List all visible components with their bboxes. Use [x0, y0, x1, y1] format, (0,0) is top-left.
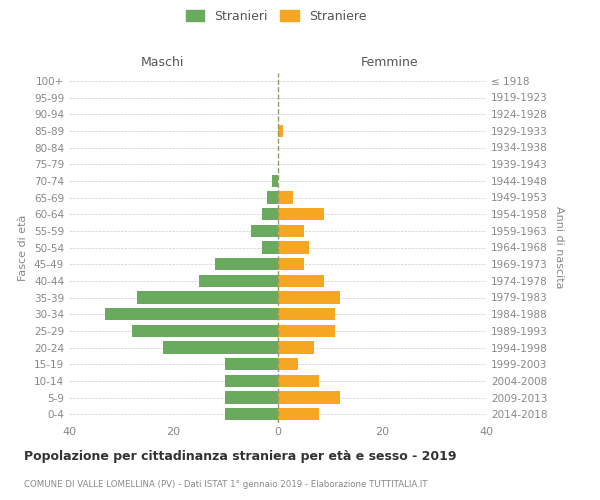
- Bar: [277, 308, 335, 320]
- Bar: [262, 208, 277, 220]
- Text: Maschi: Maschi: [140, 56, 184, 69]
- Bar: [277, 191, 293, 204]
- Bar: [277, 341, 314, 354]
- Bar: [272, 174, 277, 187]
- Bar: [226, 391, 277, 404]
- Bar: [226, 408, 277, 420]
- Bar: [163, 341, 277, 354]
- Bar: [277, 242, 309, 254]
- Bar: [277, 224, 304, 237]
- Bar: [106, 308, 277, 320]
- Bar: [215, 258, 277, 270]
- Bar: [251, 224, 277, 237]
- Text: COMUNE DI VALLE LOMELLINA (PV) - Dati ISTAT 1° gennaio 2019 - Elaborazione TUTTI: COMUNE DI VALLE LOMELLINA (PV) - Dati IS…: [24, 480, 427, 489]
- Y-axis label: Fasce di età: Fasce di età: [19, 214, 28, 280]
- Text: Popolazione per cittadinanza straniera per età e sesso - 2019: Popolazione per cittadinanza straniera p…: [24, 450, 457, 463]
- Bar: [277, 291, 340, 304]
- Bar: [277, 124, 283, 137]
- Bar: [277, 258, 304, 270]
- Bar: [226, 358, 277, 370]
- Bar: [277, 408, 319, 420]
- Bar: [277, 358, 298, 370]
- Bar: [262, 242, 277, 254]
- Bar: [277, 374, 319, 387]
- Legend: Stranieri, Straniere: Stranieri, Straniere: [182, 6, 370, 26]
- Bar: [277, 208, 325, 220]
- Bar: [137, 291, 277, 304]
- Bar: [267, 191, 277, 204]
- Bar: [226, 374, 277, 387]
- Bar: [277, 274, 325, 287]
- Text: Femmine: Femmine: [361, 56, 419, 69]
- Bar: [277, 391, 340, 404]
- Bar: [199, 274, 277, 287]
- Y-axis label: Anni di nascita: Anni di nascita: [554, 206, 564, 288]
- Bar: [131, 324, 277, 337]
- Bar: [277, 324, 335, 337]
